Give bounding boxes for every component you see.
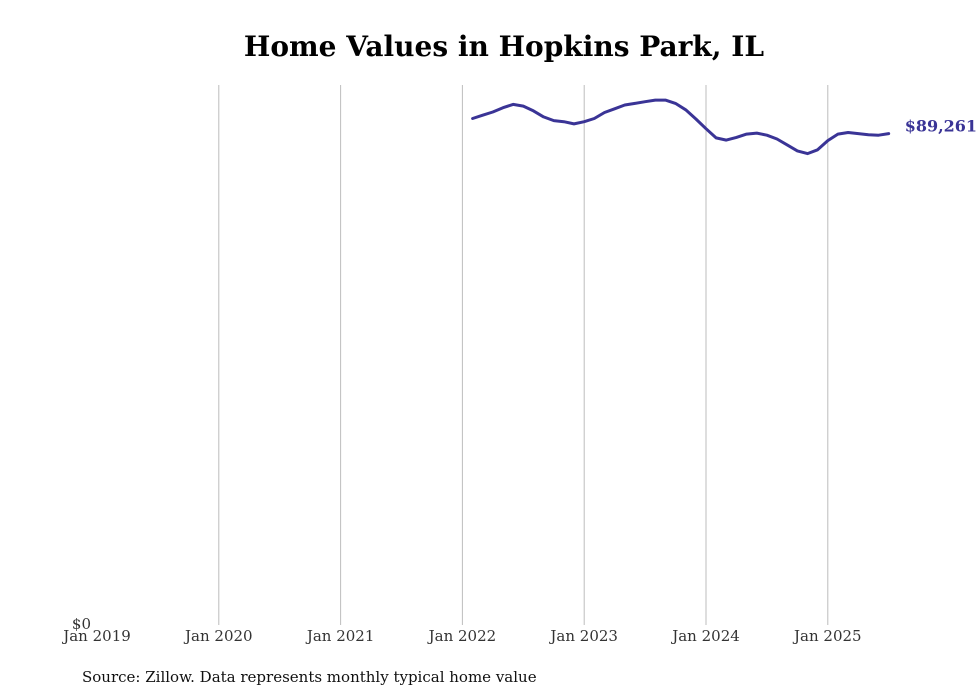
x-tick-label: Jan 2025 (792, 627, 862, 645)
x-tick-label: Jan 2024 (670, 627, 740, 645)
x-tick-label: Jan 2019 (61, 627, 131, 645)
x-tick-label: Jan 2023 (548, 627, 618, 645)
series-layer (471, 98, 891, 156)
chart-title: Home Values in Hopkins Park, IL (243, 30, 765, 63)
series-line (471, 98, 891, 156)
source-note: Source: Zillow. Data represents monthly … (82, 668, 537, 686)
end-value-label: $89,261 (905, 117, 977, 136)
x-tick-label: Jan 2021 (305, 627, 375, 645)
x-tick-label: Jan 2022 (427, 627, 497, 645)
gridlines (218, 85, 829, 625)
y-tick-label: $0 (72, 615, 91, 633)
x-tick-label: Jan 2020 (183, 627, 253, 645)
tick-labels: Jan 2019 Jan 2020 Jan 2021 Jan 2022 Jan 2023… (61, 117, 977, 645)
